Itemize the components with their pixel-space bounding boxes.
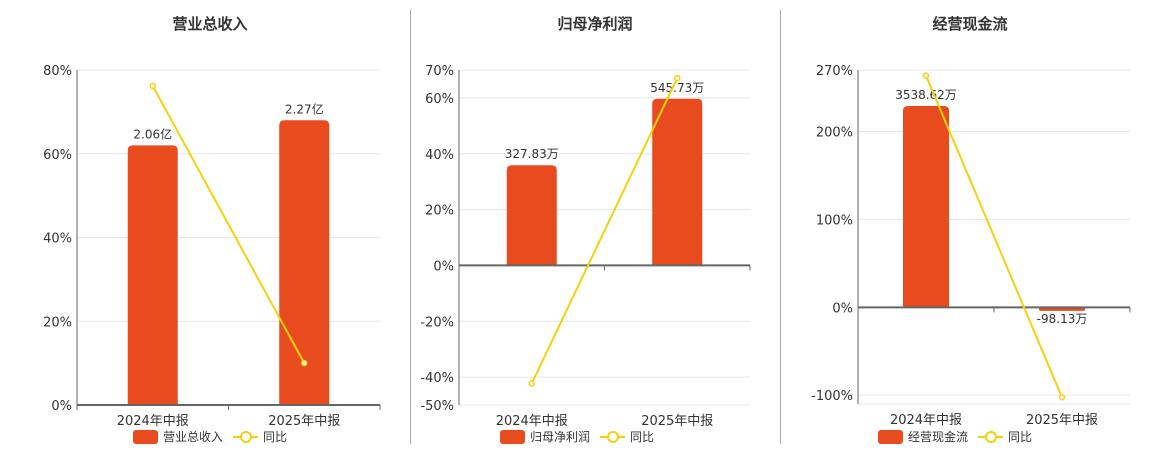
y-tick-label: 200%: [816, 126, 853, 141]
chart-plot: -100% 0% 100% 200% 270% 3538.62万 -98.13万 2024年中…: [811, 64, 1131, 428]
line-legend-icon: [233, 430, 258, 444]
line-legend-icon: [978, 430, 1003, 444]
x-category-label: 2025年中报: [1026, 413, 1098, 428]
chart-title: 经营现金流: [932, 15, 1008, 33]
bar[interactable]: [279, 120, 330, 405]
bar-legend-label[interactable]: 经营现金流: [907, 430, 968, 444]
chart-plot: 0% 20% 40% 60% 80% 2.06亿 2.27亿 2024年中报 2025年中报: [43, 64, 381, 429]
y-tick-label: -100%: [811, 389, 853, 404]
y-tick-label: 0%: [433, 259, 454, 274]
yoy-line: [925, 75, 1063, 398]
yoy-point[interactable]: [922, 72, 930, 79]
chart-plot: -50% -40% -20% 0% 20% 40% 60% 70% 327.83万 545.73万…: [420, 64, 751, 429]
line-legend-icon: [600, 430, 625, 444]
bar-value-label: 3538.62万: [895, 88, 957, 102]
y-tick-label: 70%: [425, 64, 454, 79]
y-tick-label: -40%: [420, 371, 454, 386]
y-tick-label: -50%: [420, 399, 454, 414]
line-legend-label[interactable]: 同比: [630, 430, 655, 444]
x-category-label: 2025年中报: [268, 414, 340, 429]
yoy-point[interactable]: [674, 74, 681, 82]
y-tick-label: 80%: [43, 64, 72, 79]
y-tick-label: 40%: [425, 148, 454, 163]
bar-legend-label[interactable]: 归母净利润: [529, 430, 590, 444]
bar-legend-icon: [499, 429, 525, 444]
yoy-point[interactable]: [301, 359, 308, 367]
chart-legend: 归母净利润 同比: [392, 428, 762, 445]
y-tick-label: 0%: [832, 301, 853, 316]
y-tick-label: 60%: [43, 148, 72, 163]
y-tick-label: 270%: [816, 64, 853, 79]
line-legend-label[interactable]: 同比: [263, 430, 288, 444]
chart-panel-operating-cashflow: 经营现金流 -100% 0% 100% 200% 270% 3538.62万 -98.13万…: [780, 0, 1160, 450]
bar-value-label: 545.73万: [650, 81, 704, 95]
bar[interactable]: [506, 165, 557, 266]
chart-legend: 经营现金流 同比: [765, 428, 1145, 445]
y-tick-label: 0%: [51, 399, 72, 414]
bar-value-label: -98.13万: [1037, 312, 1088, 326]
bar[interactable]: [903, 106, 949, 308]
yoy-line: [530, 77, 679, 384]
bar-legend-icon: [877, 429, 903, 444]
y-tick-label: 40%: [43, 232, 72, 247]
bar-value-label: 2.27亿: [285, 101, 324, 116]
y-tick-label: 60%: [425, 92, 454, 107]
chart-legend: 营业总收入 同比: [10, 428, 410, 445]
panel-divider: [780, 10, 781, 444]
bar-value-label: 327.83万: [505, 147, 559, 161]
y-tick-label: 100%: [816, 213, 853, 228]
line-legend-label[interactable]: 同比: [1008, 430, 1033, 444]
yoy-point[interactable]: [149, 82, 156, 90]
yoy-line: [151, 85, 306, 364]
bar[interactable]: [127, 145, 178, 405]
x-category-label: 2025年中报: [641, 414, 713, 429]
bar[interactable]: [652, 98, 703, 266]
chart-panel-net-profit: 归母净利润 -50% -40% -20% 0% 20% 40% 60% 70% 327.83万 5…: [410, 0, 780, 450]
yoy-point[interactable]: [528, 380, 535, 387]
x-category-label: 2024年中报: [890, 413, 962, 428]
bar-legend-label[interactable]: 营业总收入: [162, 430, 223, 444]
y-tick-label: 20%: [425, 204, 454, 219]
panel-divider: [410, 10, 411, 444]
chart-title: 归母净利润: [557, 15, 633, 33]
y-tick-label: 20%: [43, 315, 72, 330]
bar-value-label: 2.06亿: [133, 126, 172, 141]
yoy-point[interactable]: [1058, 393, 1066, 401]
chart-panel-revenue: 营业总收入 0% 20% 40% 60% 80% 2.06亿 2.27亿 2024年中报 202…: [0, 0, 400, 450]
x-category-label: 2024年中报: [496, 414, 568, 429]
chart-title: 营业总收入: [172, 15, 248, 33]
y-tick-label: -20%: [420, 315, 454, 330]
bar-legend-icon: [132, 429, 158, 444]
x-category-label: 2024年中报: [117, 414, 189, 429]
